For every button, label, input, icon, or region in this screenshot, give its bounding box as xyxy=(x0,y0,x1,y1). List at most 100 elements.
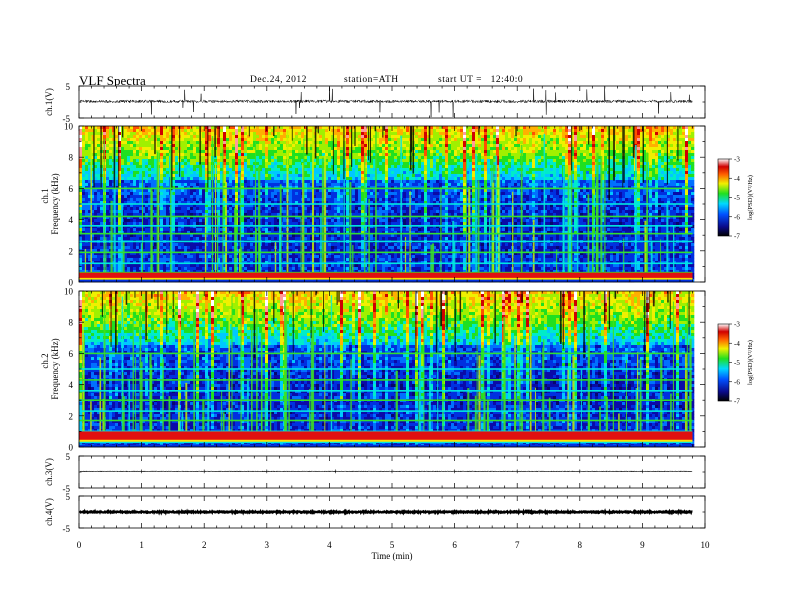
ch1-spectrogram-cell xyxy=(385,195,388,198)
ch1-spectrogram-cell xyxy=(625,132,628,135)
ch1-spectrogram-cell xyxy=(397,141,400,144)
ch1-spectrogram-cell xyxy=(232,174,235,177)
ch1-spectrogram-cell xyxy=(583,147,586,150)
ch1-spectrogram-cell xyxy=(538,141,541,144)
ch1-spectrogram-cell xyxy=(529,180,532,183)
ch1-spectrogram-cell xyxy=(160,129,163,132)
ch1-spectrogram-cell xyxy=(454,171,457,174)
ch1-spectrogram-cell xyxy=(352,147,355,150)
ch1-spectrogram-cell xyxy=(223,162,226,165)
ch1-spectrogram-cell xyxy=(235,165,238,168)
ch1-spectrogram-cell xyxy=(475,132,478,135)
ch1-spectrogram-cell xyxy=(550,189,553,192)
ch1-spectrogram-cell xyxy=(415,129,418,132)
ch1-spectrogram-cell xyxy=(619,171,622,174)
ch1-spectrogram-cell xyxy=(385,135,388,138)
ch1-spectrogram-cell xyxy=(217,177,220,180)
ch1-spectrogram-cell xyxy=(217,147,220,150)
ch1-spectrogram-cell xyxy=(259,135,262,138)
ch1-spectrogram-cell xyxy=(655,162,658,165)
ch1-spectrogram-cell xyxy=(490,150,493,153)
ch1-spectrogram-cell xyxy=(691,180,694,183)
ch1-spectrogram-cell xyxy=(442,144,445,147)
ch1-spectrogram-cell xyxy=(223,171,226,174)
ch1-spectrogram-cell xyxy=(559,153,562,156)
ch1-spectrogram-cell xyxy=(181,168,184,171)
ch1-spectrogram-cell xyxy=(337,174,340,177)
ch1-spectrogram-cell xyxy=(340,168,343,171)
ch1-spectrogram-cell xyxy=(520,126,523,129)
ch1-spectrogram-cell xyxy=(97,129,100,132)
ch1-spectrogram-cell xyxy=(508,141,511,144)
ch1-spectrogram-cell xyxy=(382,174,385,177)
ch1-spectrogram-cell xyxy=(328,138,331,141)
ch1-spectrogram-cell xyxy=(457,192,460,195)
ch1-spectrogram-cell xyxy=(472,168,475,171)
ch1-spectrogram-cell xyxy=(628,135,631,138)
ch1-spectrogram-cell xyxy=(352,153,355,156)
ch1-spectrogram-cell xyxy=(133,147,136,150)
ch1-spectrogram-cell xyxy=(472,171,475,174)
ch1-spectrogram-cell xyxy=(652,141,655,144)
ch1-spectrogram-cell xyxy=(469,165,472,168)
ch1-spectrogram-cell xyxy=(208,132,211,135)
ch1-spectrogram-cell xyxy=(277,180,280,183)
ch1-spectrogram-cell xyxy=(487,174,490,177)
ch1-spectrogram-cell xyxy=(670,141,673,144)
ch1-spectrogram-cell xyxy=(574,177,577,180)
ch1-spectrogram-cell xyxy=(661,144,664,147)
ch1-spectrogram-cell xyxy=(364,132,367,135)
ch1-spectrogram-cell xyxy=(160,195,163,198)
ch1-spectrogram-cell xyxy=(664,135,667,138)
ch1-spectrogram-cell xyxy=(448,144,451,147)
ch1-spectrogram-cell xyxy=(283,183,286,186)
ch1-spectrogram-cell xyxy=(97,177,100,180)
ch1-spectrogram-cell xyxy=(532,183,535,186)
ch1-spectrogram-cell xyxy=(388,180,391,183)
ch1-spectrogram-cell xyxy=(202,171,205,174)
ch1-spectrogram-cell xyxy=(679,195,682,198)
ch1-spectrogram-cell xyxy=(436,150,439,153)
ch1-spectrogram-cell xyxy=(589,144,592,147)
ch1-spectrogram-cell xyxy=(451,126,454,129)
ch1-spectrogram-cell xyxy=(160,198,163,201)
ch1-spectrogram-cell xyxy=(190,138,193,141)
ch1-spectrogram-cell xyxy=(202,141,205,144)
ch1-spectrogram-cell xyxy=(679,159,682,162)
ch1-spectrogram-cell xyxy=(628,129,631,132)
ch1-spectrogram-cell xyxy=(226,126,229,129)
ch1-spectrogram-cell xyxy=(388,138,391,141)
ch1-spectrogram-cell xyxy=(562,126,565,129)
ch1-spectrogram-cell xyxy=(559,132,562,135)
ch1-spectrogram-cell xyxy=(124,189,127,192)
ch1-spectrogram-cell xyxy=(121,156,124,159)
ch1-spectrogram-cell xyxy=(550,183,553,186)
ch1-spectrogram-cell xyxy=(583,135,586,138)
ch1-spectrogram-cell xyxy=(406,171,409,174)
ch1-spectrogram-cell xyxy=(268,177,271,180)
ch1-spectrogram-cell xyxy=(274,138,277,141)
ch1-spectrogram-cell xyxy=(532,141,535,144)
ch1-spectrogram-cell xyxy=(184,138,187,141)
ch1-spectrogram-cell xyxy=(166,168,169,171)
ch1-spectrogram-cell xyxy=(640,189,643,192)
ch1-spectrogram-cell xyxy=(691,150,694,153)
ch1-spectrogram-cell xyxy=(556,177,559,180)
ch1-spectrogram-cell xyxy=(433,189,436,192)
ch1-spectrogram-cell xyxy=(202,159,205,162)
ch1-spectrogram-cell xyxy=(196,156,199,159)
ch1-spectrogram-cell xyxy=(184,150,187,153)
ch1-spectrogram-cell xyxy=(280,126,283,129)
ch1-spectrogram-cell xyxy=(283,171,286,174)
ch1-spectrogram-cell xyxy=(325,147,328,150)
ch1-spectrogram-cell xyxy=(490,126,493,129)
ch1-spectrogram-cell xyxy=(490,144,493,147)
ch1-spectrogram-cell xyxy=(580,177,583,180)
ch1-spectrogram-cell xyxy=(658,138,661,141)
ch1-spectrogram-cell xyxy=(238,156,241,159)
ch1-spectrogram-cell xyxy=(451,165,454,168)
ch1-spectrogram-cell xyxy=(535,129,538,132)
ch1-spectrogram-cell xyxy=(529,144,532,147)
ch1-spectrogram-cell xyxy=(133,189,136,192)
ch1-spectrogram-cell xyxy=(661,132,664,135)
